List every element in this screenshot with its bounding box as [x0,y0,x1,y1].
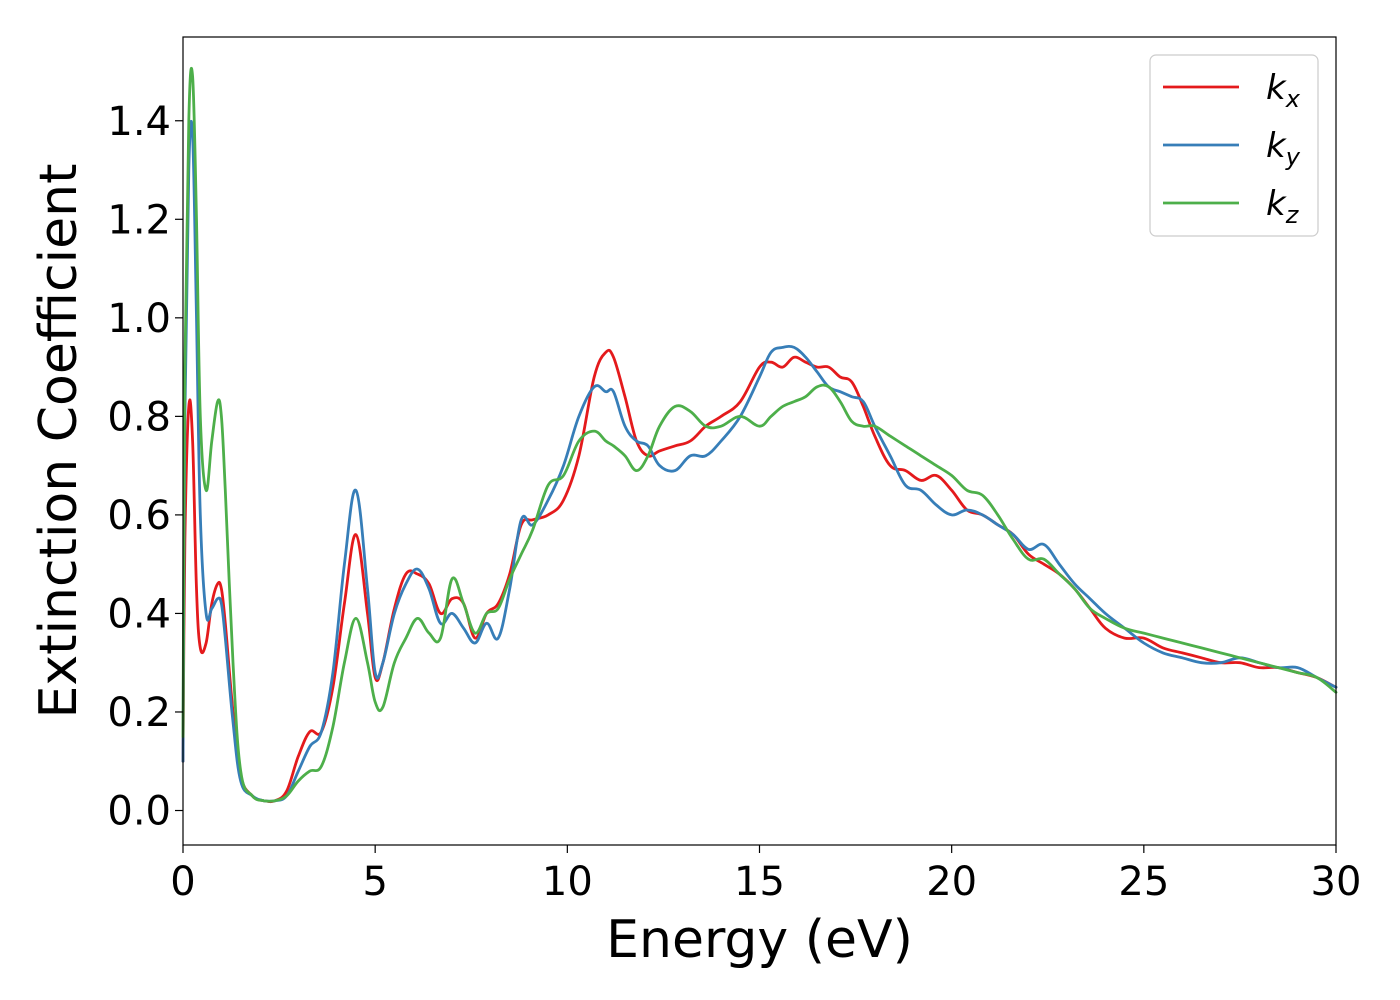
y-tick-label: 1.4 [107,99,171,145]
legend-label-kx: kx [1266,68,1301,113]
x-tick-label: 20 [926,859,977,905]
legend-label-ky: ky [1266,126,1301,171]
x-axis: 0 5 10 15 20 25 30 [170,845,1361,905]
series-layer [181,67,1338,804]
y-tick-label: 0.6 [107,493,171,539]
x-tick-label: 5 [362,859,387,905]
y-axis: 0.0 0.2 0.4 0.6 0.8 1.0 1.2 1.4 [107,99,183,835]
x-tick-label: 25 [1118,859,1169,905]
y-tick-label: 0.2 [107,690,171,736]
series-line-ky [181,120,1338,803]
y-tick-label: 0.4 [107,591,171,637]
y-tick-label: 0.8 [107,394,171,440]
series-line-kz [181,67,1338,803]
x-tick-label: 0 [170,859,195,905]
legend: kx ky kz [1149,54,1319,237]
x-tick-label: 30 [1311,859,1362,905]
y-tick-label: 0.0 [107,789,171,835]
x-tick-label: 15 [734,859,785,905]
y-tick-label: 1.2 [107,197,171,243]
x-axis-title: Energy (eV) [606,910,913,970]
y-tick-label: 1.0 [107,296,171,342]
legend-label-kz: kz [1266,184,1300,229]
y-axis-title: Extinction Coefficient [29,164,89,719]
x-tick-label: 10 [542,859,593,905]
